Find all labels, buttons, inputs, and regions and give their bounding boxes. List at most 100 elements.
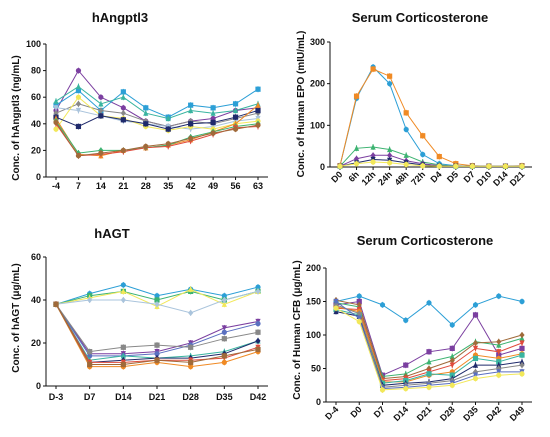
data-point bbox=[426, 349, 432, 355]
data-point bbox=[379, 387, 386, 393]
data-point bbox=[449, 322, 455, 328]
data-point bbox=[154, 293, 160, 299]
y-tick-label: 60 bbox=[31, 252, 41, 262]
data-point bbox=[403, 152, 409, 158]
data-point bbox=[472, 355, 479, 362]
data-point bbox=[255, 284, 261, 290]
data-point bbox=[519, 371, 525, 377]
data-point bbox=[98, 94, 104, 100]
axes bbox=[329, 42, 532, 168]
data-point bbox=[472, 345, 479, 352]
data-point bbox=[496, 352, 502, 358]
data-point bbox=[87, 296, 93, 304]
chart-title: Serum Corticosterone bbox=[352, 10, 489, 25]
x-tick-label: D28 bbox=[438, 404, 457, 423]
data-point bbox=[165, 115, 171, 122]
data-point bbox=[337, 163, 343, 169]
data-point bbox=[87, 349, 93, 355]
x-tick-label: D14 bbox=[391, 404, 410, 423]
y-tick-label: 200 bbox=[306, 263, 321, 273]
data-point bbox=[426, 358, 432, 365]
data-point bbox=[75, 107, 82, 114]
y-tick-label: 100 bbox=[306, 330, 321, 340]
data-point bbox=[496, 349, 502, 355]
data-point bbox=[120, 105, 126, 111]
data-point bbox=[188, 309, 194, 316]
data-point bbox=[387, 81, 393, 87]
data-point bbox=[221, 353, 227, 359]
data-point bbox=[486, 163, 492, 169]
y-tick-label: 20 bbox=[31, 338, 41, 348]
x-tick-label: -4 bbox=[52, 181, 60, 191]
data-point bbox=[420, 163, 426, 169]
y-tick-label: 0 bbox=[316, 397, 321, 407]
data-point bbox=[403, 386, 409, 392]
data-point bbox=[255, 288, 261, 295]
axes bbox=[45, 257, 268, 387]
data-point bbox=[356, 310, 362, 317]
data-point bbox=[472, 362, 479, 368]
x-ticks: D-4 D0 D7 D14 D21 D28 D35 D42 D49 bbox=[323, 402, 526, 423]
data-point bbox=[188, 364, 194, 370]
series-group bbox=[333, 293, 525, 393]
data-point bbox=[255, 107, 261, 114]
data-point bbox=[188, 121, 194, 127]
series-line bbox=[55, 88, 259, 118]
data-point bbox=[221, 293, 227, 299]
data-point bbox=[87, 361, 93, 368]
data-point bbox=[519, 340, 525, 347]
data-point bbox=[426, 384, 432, 390]
data-point bbox=[496, 359, 502, 365]
chart-title: hAngptl3 bbox=[92, 10, 148, 25]
data-point bbox=[221, 301, 227, 307]
data-point bbox=[496, 369, 502, 375]
x-tick-label: 21 bbox=[118, 181, 128, 191]
y-axis-label: Conc. of hAngptl3 (ng/mL) bbox=[11, 55, 22, 181]
data-point bbox=[154, 357, 160, 363]
data-point bbox=[387, 152, 393, 159]
y-axis-label: Conc. of Human CFB (μg/mL) bbox=[292, 260, 303, 399]
data-point bbox=[356, 293, 362, 299]
data-point bbox=[472, 372, 479, 379]
data-point bbox=[75, 94, 82, 100]
data-point bbox=[53, 126, 59, 132]
data-point bbox=[210, 130, 216, 136]
data-point bbox=[333, 308, 339, 315]
data-point bbox=[387, 160, 393, 166]
data-point bbox=[154, 301, 160, 308]
x-tick-label: D21 bbox=[149, 392, 166, 402]
data-point bbox=[387, 146, 393, 153]
data-point bbox=[120, 94, 126, 100]
data-point bbox=[232, 126, 239, 132]
data-point bbox=[353, 155, 360, 162]
x-ticks: -4 7 14 21 28 35 42 49 56 63 bbox=[52, 177, 263, 191]
data-point bbox=[353, 145, 360, 151]
series-line bbox=[55, 107, 259, 130]
x-tick-label: 72h bbox=[409, 169, 427, 187]
y-axis-label: Conc. of hAGT (μg/mL) bbox=[11, 263, 22, 372]
data-point bbox=[519, 163, 525, 169]
axes bbox=[45, 44, 268, 178]
y-ticks: 0 20 40 60 bbox=[31, 252, 46, 391]
data-point bbox=[165, 126, 171, 132]
x-tick-label: D21 bbox=[415, 404, 434, 423]
data-point bbox=[120, 147, 126, 153]
data-point bbox=[519, 352, 525, 358]
data-point bbox=[403, 317, 409, 323]
data-point bbox=[120, 117, 126, 123]
data-point bbox=[210, 105, 216, 111]
series-line bbox=[55, 96, 259, 131]
data-point bbox=[449, 372, 455, 378]
x-tick-label: D28 bbox=[182, 392, 199, 402]
data-point bbox=[188, 359, 194, 365]
data-point bbox=[165, 141, 171, 147]
data-point bbox=[472, 302, 479, 308]
y-tick-label: 80 bbox=[31, 66, 41, 76]
data-point bbox=[453, 163, 459, 169]
series-line bbox=[55, 120, 259, 154]
x-tick-label: D21 bbox=[508, 169, 527, 188]
data-point bbox=[356, 301, 362, 308]
series-line bbox=[339, 68, 523, 167]
data-point bbox=[255, 321, 261, 327]
data-point bbox=[356, 319, 362, 325]
